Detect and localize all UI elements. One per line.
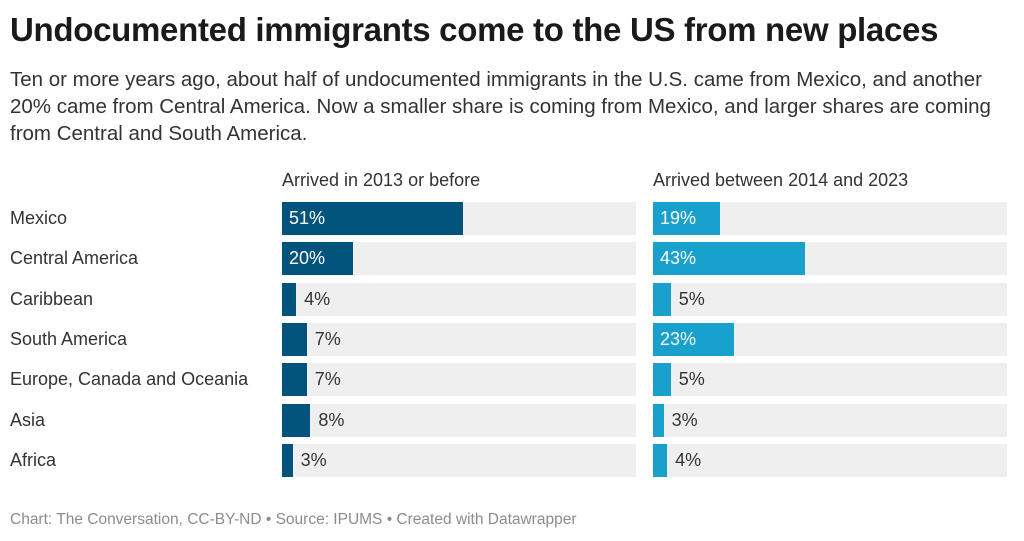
bar-track: 20% [282,242,636,276]
data-label: 7% [314,328,341,349]
category-label: Europe, Canada and Oceania [10,369,249,390]
bar-track: 51% [282,202,636,235]
bar [282,322,307,356]
category-label: Central America [10,248,139,269]
chart-subtitle: Ten or more years ago, about half of und… [10,68,991,145]
category-label: Caribbean [10,288,94,309]
bar-track: 23% [653,322,1007,356]
data-label: 4% [304,288,331,309]
bar-track: 43% [653,242,1007,276]
bar-track: 4% [282,282,636,316]
bar [653,242,806,276]
data-label: 4% [675,449,702,470]
data-label: 19% [660,208,697,228]
bar-track: 8% [282,403,636,437]
data-label: 5% [678,288,705,309]
chart-title: Undocumented immigrants come to the US f… [10,11,939,48]
category-label: South America [10,328,128,349]
bar [653,403,664,437]
bar [282,363,307,397]
data-label: 7% [314,369,341,390]
series-header: Arrived between 2014 and 2023 [653,170,909,190]
data-label: 20% [289,248,326,269]
bar [653,322,735,356]
data-label: 3% [671,409,698,430]
bar-track: 7% [282,322,636,356]
data-label: 8% [318,409,345,430]
bar [282,282,297,316]
bar-track: 5% [653,363,1007,397]
chart-footer: Chart: The Conversation, CC-BY-ND • Sour… [10,511,577,528]
bar-track: 5% [653,282,1007,316]
category-label: Asia [10,409,46,430]
bar [653,363,671,397]
bar-track: 4% [653,443,1007,477]
bar-track: 3% [282,443,636,477]
data-label: 23% [660,328,697,349]
bar [282,242,353,276]
bar-track: 3% [653,403,1007,437]
category-label: Mexico [10,208,68,228]
bar [653,202,721,235]
data-label: 3% [300,449,327,470]
bar [282,202,463,235]
series-header: Arrived in 2013 or before [282,170,481,190]
bar [282,443,293,477]
bar-track: 7% [282,363,636,397]
category-label: Africa [10,449,57,470]
bar [653,443,668,477]
data-label: 43% [660,248,697,269]
bar [282,403,311,437]
bar-track: 19% [653,202,1007,235]
data-label: 51% [289,208,326,228]
data-label: 5% [678,369,705,390]
bar [653,282,671,316]
